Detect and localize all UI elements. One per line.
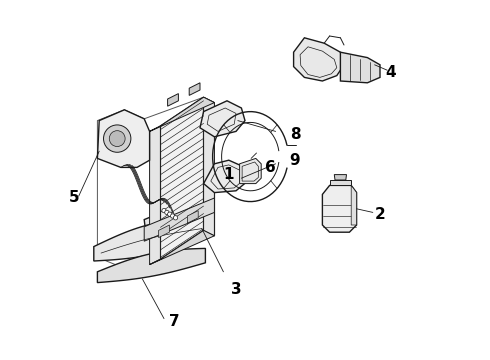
Polygon shape xyxy=(341,52,380,83)
Circle shape xyxy=(165,210,169,215)
Text: 9: 9 xyxy=(289,153,299,168)
Polygon shape xyxy=(98,110,149,167)
Text: 4: 4 xyxy=(386,64,396,80)
Circle shape xyxy=(162,208,166,213)
Circle shape xyxy=(103,125,131,152)
Text: 8: 8 xyxy=(290,127,301,142)
Polygon shape xyxy=(149,126,160,265)
Polygon shape xyxy=(160,97,204,259)
Polygon shape xyxy=(204,97,215,236)
Polygon shape xyxy=(330,180,351,185)
Polygon shape xyxy=(351,185,357,225)
Polygon shape xyxy=(94,220,209,261)
Polygon shape xyxy=(294,38,344,81)
Circle shape xyxy=(168,212,172,216)
Polygon shape xyxy=(187,211,198,223)
Polygon shape xyxy=(168,94,178,106)
Polygon shape xyxy=(144,191,215,265)
Text: 1: 1 xyxy=(223,167,234,182)
Polygon shape xyxy=(98,248,205,283)
Polygon shape xyxy=(240,158,261,184)
Text: 3: 3 xyxy=(231,282,241,297)
Polygon shape xyxy=(334,175,346,180)
Circle shape xyxy=(171,214,175,218)
Polygon shape xyxy=(149,230,215,265)
Polygon shape xyxy=(189,83,200,95)
Polygon shape xyxy=(322,185,357,232)
Polygon shape xyxy=(144,198,215,241)
Circle shape xyxy=(173,216,178,220)
Polygon shape xyxy=(200,101,245,137)
Polygon shape xyxy=(159,225,170,238)
Text: 7: 7 xyxy=(170,314,180,329)
Polygon shape xyxy=(204,160,247,193)
Text: 6: 6 xyxy=(265,160,275,175)
Polygon shape xyxy=(149,97,215,131)
Circle shape xyxy=(109,131,125,147)
Text: 5: 5 xyxy=(69,190,79,205)
Text: 2: 2 xyxy=(375,207,385,222)
